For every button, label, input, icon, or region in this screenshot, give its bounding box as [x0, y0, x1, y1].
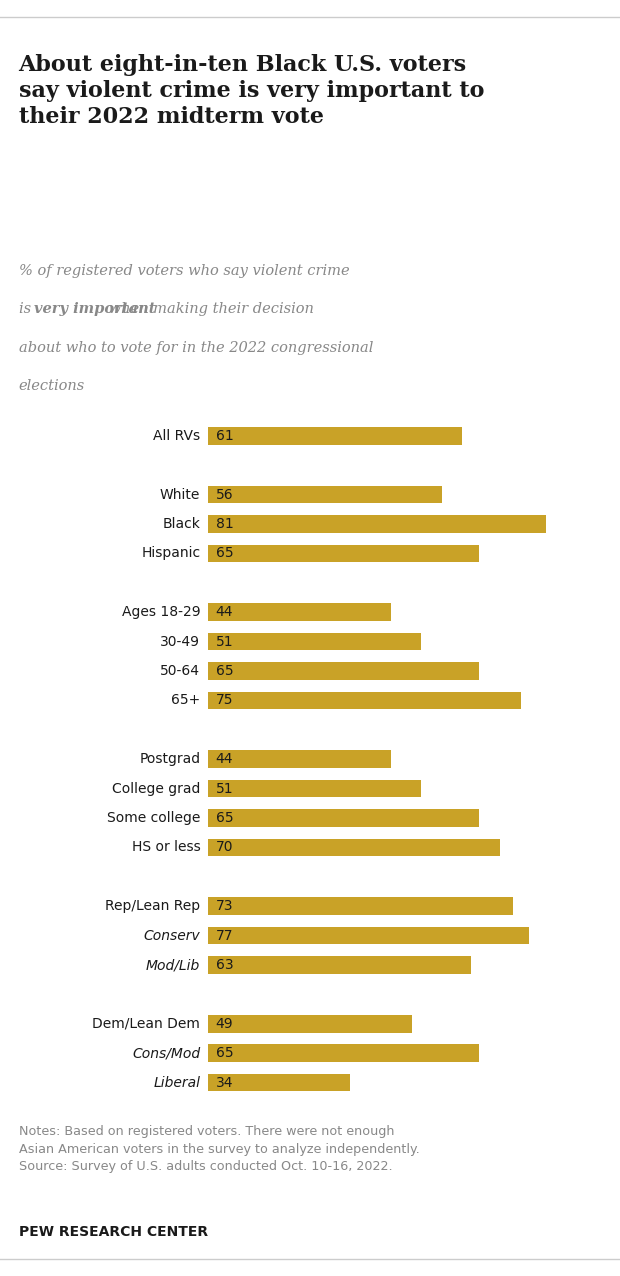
Text: 65: 65 — [216, 1046, 233, 1060]
Text: Some college: Some college — [107, 812, 200, 826]
Text: 30-49: 30-49 — [160, 634, 200, 648]
Bar — [208, 897, 513, 915]
Bar — [208, 516, 546, 533]
Bar — [208, 809, 479, 827]
Text: 65: 65 — [216, 664, 233, 678]
Text: 63: 63 — [216, 958, 233, 972]
Text: PEW RESEARCH CENTER: PEW RESEARCH CENTER — [19, 1225, 208, 1239]
Text: about who to vote for in the 2022 congressional: about who to vote for in the 2022 congre… — [19, 341, 373, 355]
Text: Black: Black — [162, 517, 200, 531]
Text: 73: 73 — [216, 900, 233, 914]
Bar — [208, 780, 421, 798]
Text: Liberal: Liberal — [153, 1076, 200, 1090]
Text: when making their decision: when making their decision — [104, 302, 314, 316]
Text: 51: 51 — [216, 634, 233, 648]
Text: 56: 56 — [216, 487, 233, 501]
Text: 81: 81 — [216, 517, 234, 531]
Text: Notes: Based on registered voters. There were not enough
Asian American voters i: Notes: Based on registered voters. There… — [19, 1125, 419, 1174]
Bar — [208, 838, 500, 856]
Text: Mod/Lib: Mod/Lib — [146, 958, 200, 972]
Text: Dem/Lean Dem: Dem/Lean Dem — [92, 1017, 200, 1031]
Text: 65: 65 — [216, 546, 233, 560]
Text: Ages 18-29: Ages 18-29 — [122, 605, 200, 619]
Text: White: White — [160, 487, 200, 501]
Text: very important: very important — [34, 302, 156, 316]
Text: 77: 77 — [216, 929, 233, 943]
Bar — [208, 604, 391, 621]
Text: Cons/Mod: Cons/Mod — [132, 1046, 200, 1060]
Text: 50-64: 50-64 — [160, 664, 200, 678]
Text: % of registered voters who say violent crime: % of registered voters who say violent c… — [19, 264, 349, 278]
Text: College grad: College grad — [112, 782, 200, 796]
Text: Postgrad: Postgrad — [139, 753, 200, 766]
Text: 34: 34 — [216, 1076, 233, 1090]
Text: 75: 75 — [216, 693, 233, 707]
Text: About eight-in-ten Black U.S. voters
say violent crime is very important to
thei: About eight-in-ten Black U.S. voters say… — [19, 54, 484, 128]
Text: 61: 61 — [216, 429, 234, 443]
Bar — [208, 750, 391, 768]
Bar — [208, 427, 463, 444]
Bar — [208, 662, 479, 680]
Text: is: is — [19, 302, 35, 316]
Text: Hispanic: Hispanic — [141, 546, 200, 560]
Bar — [208, 1074, 350, 1091]
Text: 44: 44 — [216, 753, 233, 766]
Text: 65+: 65+ — [171, 693, 200, 707]
Bar — [208, 1014, 412, 1032]
Bar — [208, 1045, 479, 1062]
Text: All RVs: All RVs — [153, 429, 200, 443]
Text: 65: 65 — [216, 812, 233, 826]
Bar — [208, 926, 529, 944]
Bar — [208, 486, 441, 504]
Bar — [208, 545, 479, 563]
Text: elections: elections — [19, 379, 85, 393]
Bar — [208, 633, 421, 651]
Text: 44: 44 — [216, 605, 233, 619]
Bar — [208, 692, 521, 709]
Text: 70: 70 — [216, 841, 233, 855]
Text: Rep/Lean Rep: Rep/Lean Rep — [105, 900, 200, 914]
Text: 49: 49 — [216, 1017, 233, 1031]
Text: 51: 51 — [216, 782, 233, 796]
Text: Conserv: Conserv — [143, 929, 200, 943]
Text: HS or less: HS or less — [131, 841, 200, 855]
Bar — [208, 956, 471, 974]
